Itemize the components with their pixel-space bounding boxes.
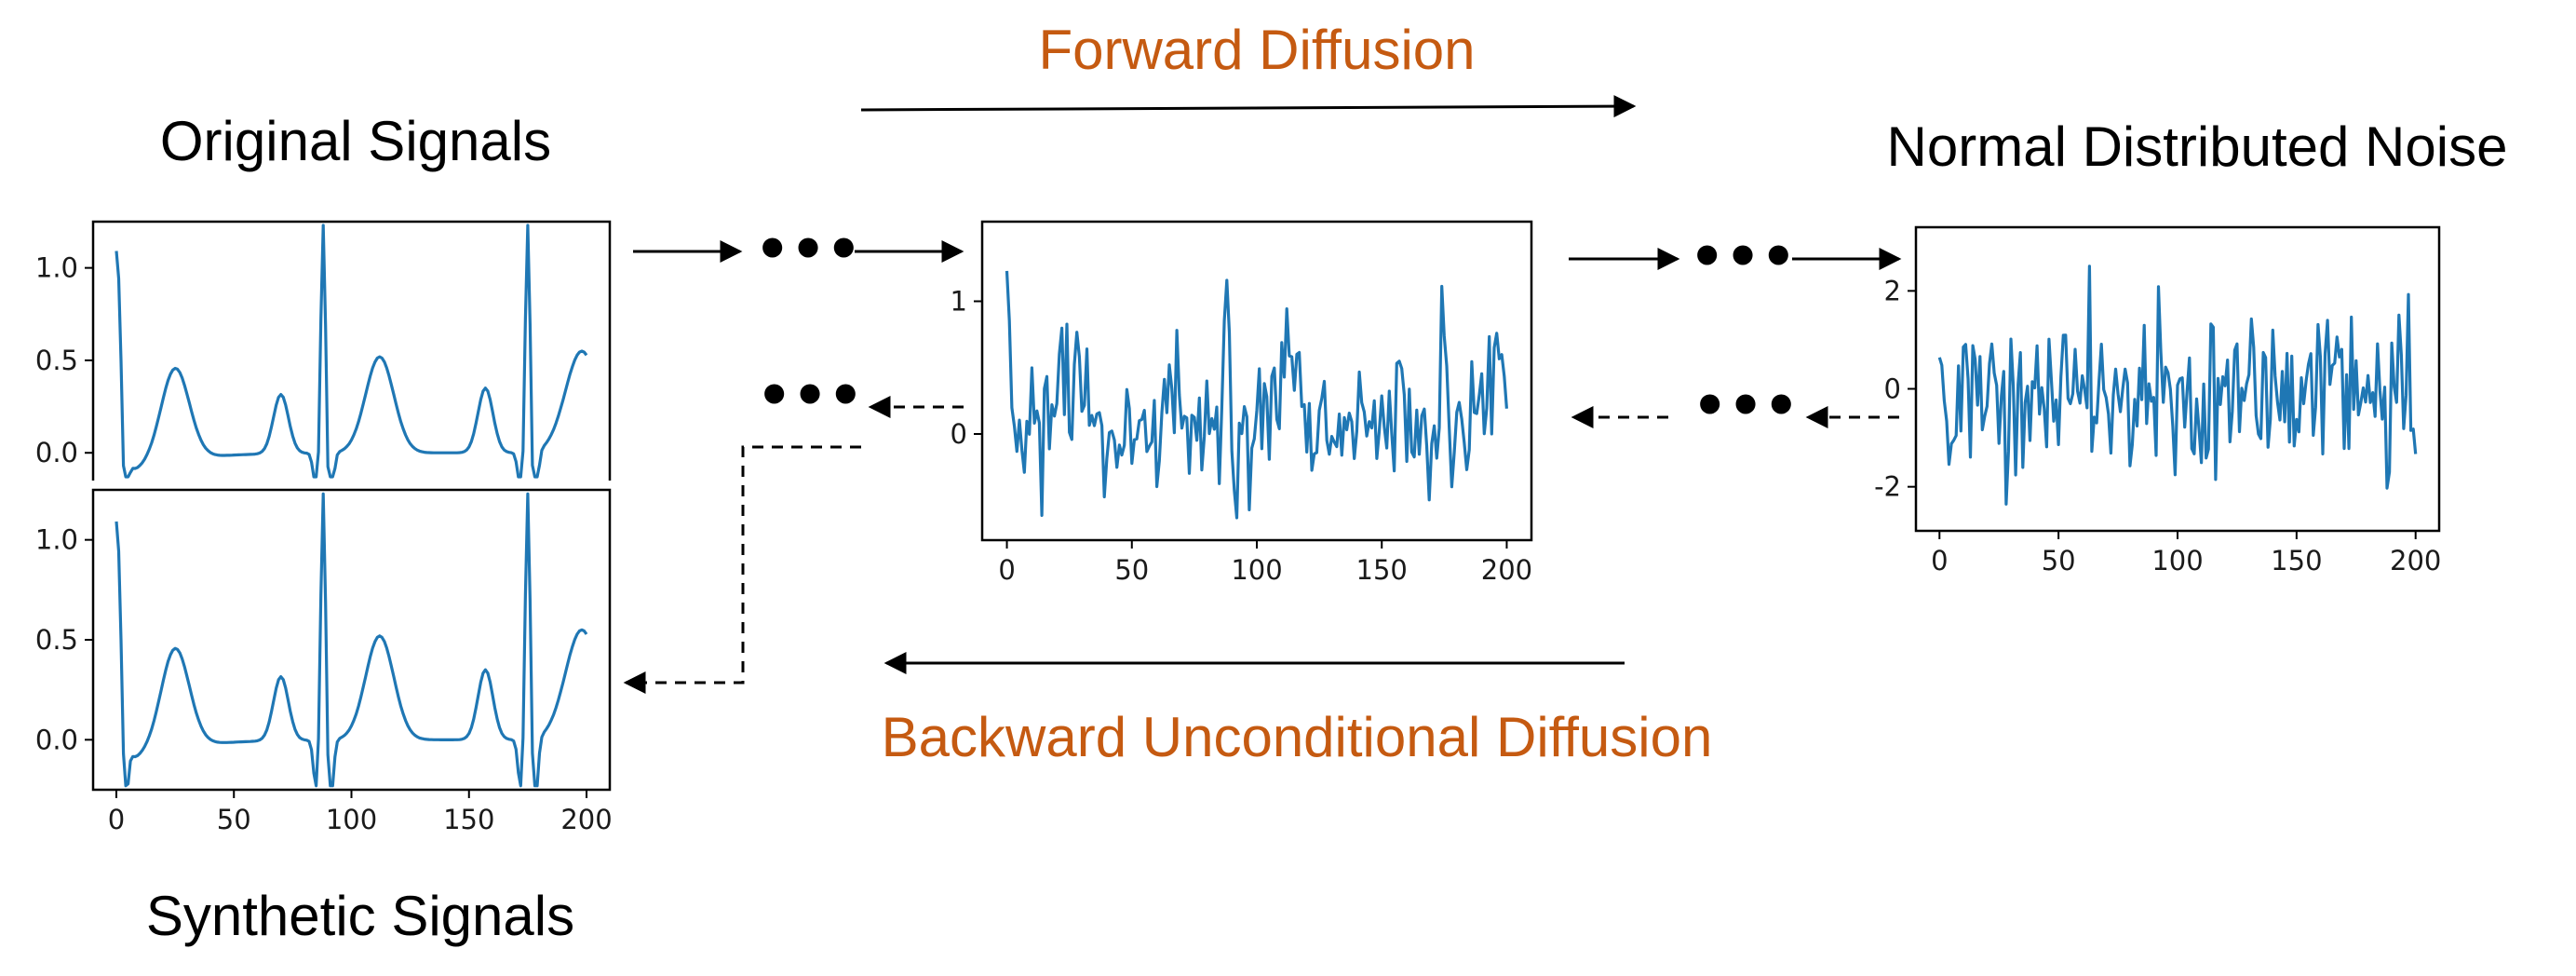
plot-frame	[91, 220, 612, 481]
signal-line	[115, 492, 588, 788]
x-tick-label: 150	[2271, 545, 2322, 576]
ellipsis-forward-2: •••	[1689, 224, 1796, 290]
y-tick-label: 0	[951, 418, 967, 450]
original-signals-label: Original Signals	[160, 110, 551, 172]
y-tick-label: 0.5	[35, 624, 78, 656]
x-tick-label: 100	[2151, 545, 2203, 576]
y-tick-label: 1.0	[35, 524, 78, 556]
x-tick-label: 0	[108, 804, 125, 835]
x-tick-label: 150	[1356, 554, 1408, 586]
y-tick-label: -2	[1874, 471, 1901, 503]
x-tick-label: 200	[560, 804, 612, 835]
backward-final-arrow	[623, 445, 861, 694]
signal-line	[1937, 264, 2418, 506]
ellipsis-backward-2: •••	[1692, 373, 1799, 439]
x-tick-label: 200	[2390, 545, 2441, 576]
ellipsis-backward-1: •••	[756, 363, 863, 428]
x-tick-label: 50	[2042, 545, 2076, 576]
x-tick-label: 150	[443, 804, 494, 835]
original-signal-plot: 0.0 0.5 1.0	[35, 220, 612, 481]
x-tick-label: 200	[1481, 554, 1532, 586]
y-tick-label: 1	[951, 286, 967, 318]
noise-plot: -2 0 2 0 50 100 150 200	[1874, 225, 2441, 576]
signal-line	[1005, 270, 1508, 520]
intermediate-noisy-plot: 0 1 0 50 100 150 200	[951, 220, 1533, 586]
y-tick-label: 0.0	[35, 724, 78, 755]
forward-diffusion-label: Forward Diffusion	[1038, 19, 1475, 81]
synthetic-signals-label: Synthetic Signals	[146, 885, 574, 947]
y-tick-label: 0.5	[35, 345, 78, 376]
forward-diffusion-arrow	[860, 95, 1637, 118]
x-tick-label: 100	[1231, 554, 1282, 586]
x-tick-label: 100	[326, 804, 377, 835]
normal-noise-label: Normal Distributed Noise	[1887, 115, 2508, 178]
x-tick-label: 0	[998, 554, 1015, 586]
synthetic-signal-plot: 0.0 0.5 1.0 0 50 100 150 200	[35, 488, 613, 835]
x-tick-label: 50	[217, 804, 251, 835]
y-tick-label: 0.0	[35, 437, 78, 468]
y-tick-label: 0	[1884, 373, 1901, 405]
x-tick-label: 50	[1114, 554, 1149, 586]
signal-line	[115, 224, 588, 479]
backward-diffusion-label: Backward Unconditional Diffusion	[882, 706, 1713, 768]
x-tick-label: 0	[1931, 545, 1948, 576]
y-tick-label: 1.0	[35, 252, 78, 284]
ellipsis-forward-1: •••	[754, 217, 861, 282]
y-tick-label: 2	[1884, 275, 1901, 306]
